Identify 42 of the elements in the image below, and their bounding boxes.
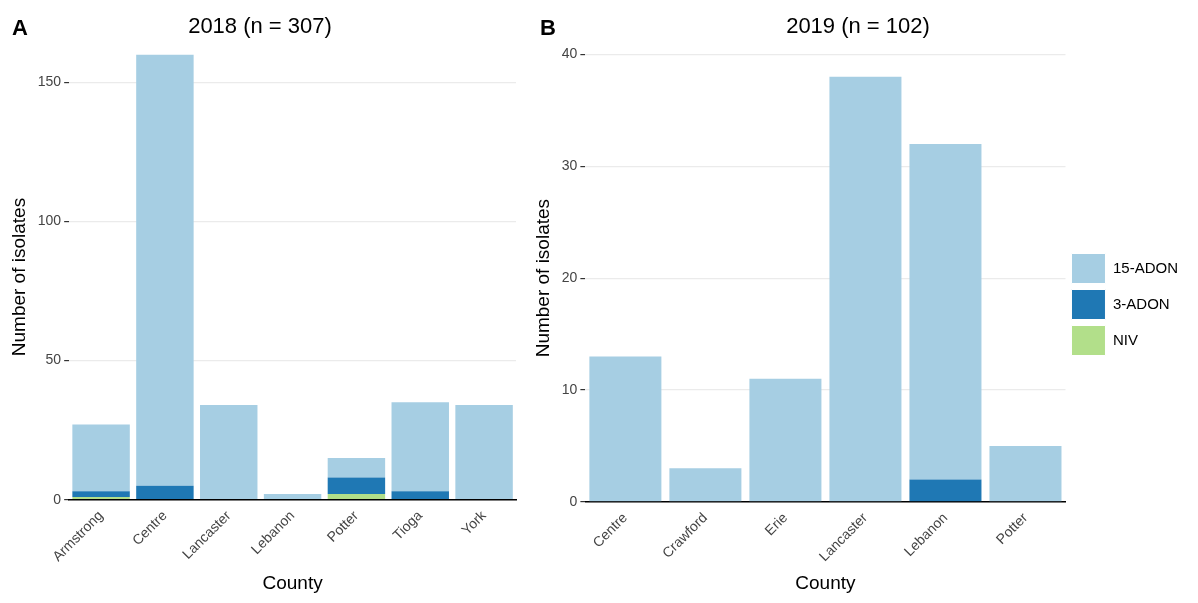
legend-label: 15-ADON [1112, 258, 1179, 276]
bar [327, 457, 386, 478]
bar [136, 54, 194, 486]
x-axis-title: County [262, 571, 324, 593]
bar [327, 477, 386, 495]
y-axis-title: Number of isolates [7, 197, 29, 357]
y-tick-label: 30 [561, 157, 578, 174]
y-tick-label: 40 [561, 45, 578, 62]
legend-label: 3-ADON [1112, 294, 1170, 312]
y-tick-label: 10 [561, 380, 578, 397]
y-tick-label: 50 [45, 351, 62, 368]
chart-title: 2019 (n = 102) [786, 13, 930, 39]
x-tick-label: York [458, 506, 490, 538]
bar [909, 479, 982, 502]
bar [391, 402, 449, 492]
bar [909, 143, 982, 480]
text: A [12, 15, 28, 41]
bar [263, 494, 322, 500]
bar [455, 405, 513, 500]
bar [72, 496, 130, 500]
bar [72, 424, 130, 492]
bar [829, 76, 902, 502]
bar [669, 468, 742, 502]
bar [136, 485, 194, 500]
x-tick-label: Erie [761, 509, 791, 539]
bar [72, 491, 130, 497]
bar [391, 491, 449, 500]
y-axis-title: Number of isolates [531, 198, 553, 358]
bar [200, 405, 258, 500]
legend-label: NIV [1112, 330, 1138, 348]
chart-title: 2018 (n = 307) [188, 13, 332, 39]
bar [749, 378, 822, 502]
y-tick-label: 0 [53, 490, 62, 507]
y-tick-label: 100 [37, 212, 62, 229]
bar [989, 445, 1062, 502]
text: B [540, 15, 556, 41]
y-tick-label: 150 [37, 73, 62, 90]
bar [589, 356, 662, 502]
bar [327, 494, 386, 500]
x-axis-title: County [795, 571, 857, 593]
y-tick-label: 0 [569, 492, 578, 509]
y-tick-label: 20 [561, 268, 578, 285]
